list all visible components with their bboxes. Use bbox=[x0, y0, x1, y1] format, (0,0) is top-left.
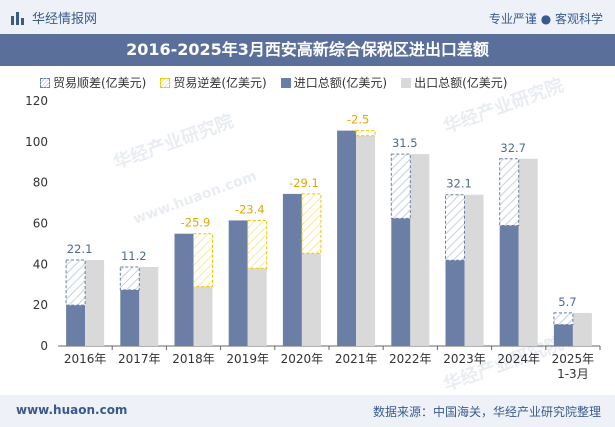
balance-label: 32.7 bbox=[500, 141, 526, 155]
export-bar bbox=[518, 158, 538, 346]
legend-swatch-surplus bbox=[40, 77, 50, 88]
legend-swatch-import bbox=[280, 77, 291, 88]
surplus-bar bbox=[119, 266, 140, 291]
x-tick-label: 2016年 bbox=[64, 352, 107, 366]
export-bar bbox=[410, 154, 430, 346]
import-bar bbox=[499, 225, 519, 346]
export-bar bbox=[301, 253, 321, 346]
top-bar: 华经情报网 专业严谨 ● 客观科学 bbox=[0, 0, 615, 34]
logo-text: 华经情报网 bbox=[32, 12, 98, 27]
legend-swatch-deficit bbox=[160, 77, 171, 88]
import-bar bbox=[282, 193, 302, 346]
balance-label: -25.9 bbox=[181, 216, 211, 230]
y-tick-label: 0 bbox=[40, 339, 48, 353]
tagline: 专业严谨 ● 客观科学 bbox=[488, 12, 603, 26]
export-bar bbox=[247, 268, 267, 346]
x-tick-sublabel: 1-3月 bbox=[557, 367, 589, 381]
deficit-bar bbox=[247, 219, 268, 269]
export-bar bbox=[464, 194, 484, 346]
logo: 华经情报网 bbox=[10, 8, 97, 27]
legend-item-export: 出口总额(亿美元) bbox=[401, 74, 508, 91]
export-bar bbox=[572, 312, 592, 346]
x-tick-label: 2018年 bbox=[172, 352, 215, 366]
legend: 贸易顺差(亿美元) 贸易逆差(亿美元) 进口总额(亿美元) 出口总额(亿美元) bbox=[40, 74, 508, 91]
import-bar bbox=[391, 218, 411, 346]
export-bar bbox=[85, 260, 105, 346]
legend-label: 进口总额(亿美元) bbox=[293, 76, 388, 90]
surplus-bar bbox=[390, 153, 411, 219]
y-tick-label: 60 bbox=[33, 217, 48, 231]
x-tick-label: 2019年 bbox=[226, 352, 269, 366]
import-bar bbox=[120, 289, 140, 346]
deficit-bar bbox=[355, 130, 376, 137]
title-band: 2016-2025年3月西安高新综合保税区进出口差额 bbox=[0, 34, 615, 66]
balance-label: 5.7 bbox=[558, 295, 576, 309]
chart-title: 2016-2025年3月西安高新综合保税区进出口差额 bbox=[126, 40, 489, 59]
y-tick-label: 20 bbox=[33, 298, 48, 312]
legend-swatch-export bbox=[401, 77, 412, 88]
import-bar bbox=[174, 233, 194, 346]
x-tick-label: 2025年 bbox=[552, 352, 595, 366]
legend-label: 贸易逆差(亿美元) bbox=[173, 76, 267, 90]
balance-label: 32.1 bbox=[446, 177, 472, 191]
x-tick-label: 2020年 bbox=[281, 352, 324, 366]
y-tick-label: 40 bbox=[33, 257, 48, 271]
import-bar bbox=[337, 130, 357, 346]
legend-item-deficit: 贸易逆差(亿美元) bbox=[160, 74, 267, 91]
surplus-bar bbox=[553, 312, 574, 326]
footer-website: www.huaon.com bbox=[16, 403, 128, 417]
balance-label: 31.5 bbox=[392, 136, 418, 150]
deficit-bar bbox=[193, 233, 213, 288]
import-bar bbox=[445, 260, 465, 346]
x-tick-label: 2023年 bbox=[443, 352, 486, 366]
import-bar bbox=[66, 305, 86, 346]
legend-label: 出口总额(亿美元) bbox=[414, 76, 508, 90]
balance-label: 22.1 bbox=[67, 242, 93, 256]
x-tick-label: 2024年 bbox=[497, 352, 540, 366]
legend-label: 贸易顺差(亿美元) bbox=[53, 76, 147, 90]
balance-label: -2.5 bbox=[347, 113, 369, 127]
y-tick-label: 80 bbox=[33, 176, 48, 190]
export-bar bbox=[139, 266, 159, 346]
x-tick-label: 2017年 bbox=[118, 352, 161, 366]
footer: www.huaon.com 数据来源：中国海关，华经产业研究院整理 bbox=[0, 395, 615, 427]
deficit-bar bbox=[301, 193, 322, 254]
export-bar bbox=[193, 286, 213, 346]
y-tick-label: 120 bbox=[25, 94, 48, 108]
balance-label: -29.1 bbox=[289, 176, 319, 190]
y-tick-label: 100 bbox=[25, 135, 48, 149]
surplus-bar bbox=[499, 158, 520, 227]
footer-source: 数据来源：中国海关，华经产业研究院整理 bbox=[372, 405, 601, 419]
x-tick-label: 2022年 bbox=[389, 352, 432, 366]
export-bar bbox=[356, 135, 376, 346]
import-bar bbox=[553, 324, 573, 346]
bar-chart: 0 20 40 60 80 100 120 22.1 2016年 11.2 2017年 -25.9 20… bbox=[25, 94, 601, 381]
balance-label: 11.2 bbox=[121, 249, 147, 263]
surplus-bar bbox=[445, 194, 465, 261]
legend-item-import: 进口总额(亿美元) bbox=[280, 74, 388, 91]
bar-chart-icon bbox=[11, 11, 24, 25]
x-tick-label: 2021年 bbox=[335, 352, 378, 366]
balance-label: -23.4 bbox=[235, 202, 265, 216]
legend-item-surplus: 贸易顺差(亿美元) bbox=[40, 74, 146, 91]
surplus-bar bbox=[65, 259, 86, 306]
import-bar bbox=[228, 220, 248, 346]
